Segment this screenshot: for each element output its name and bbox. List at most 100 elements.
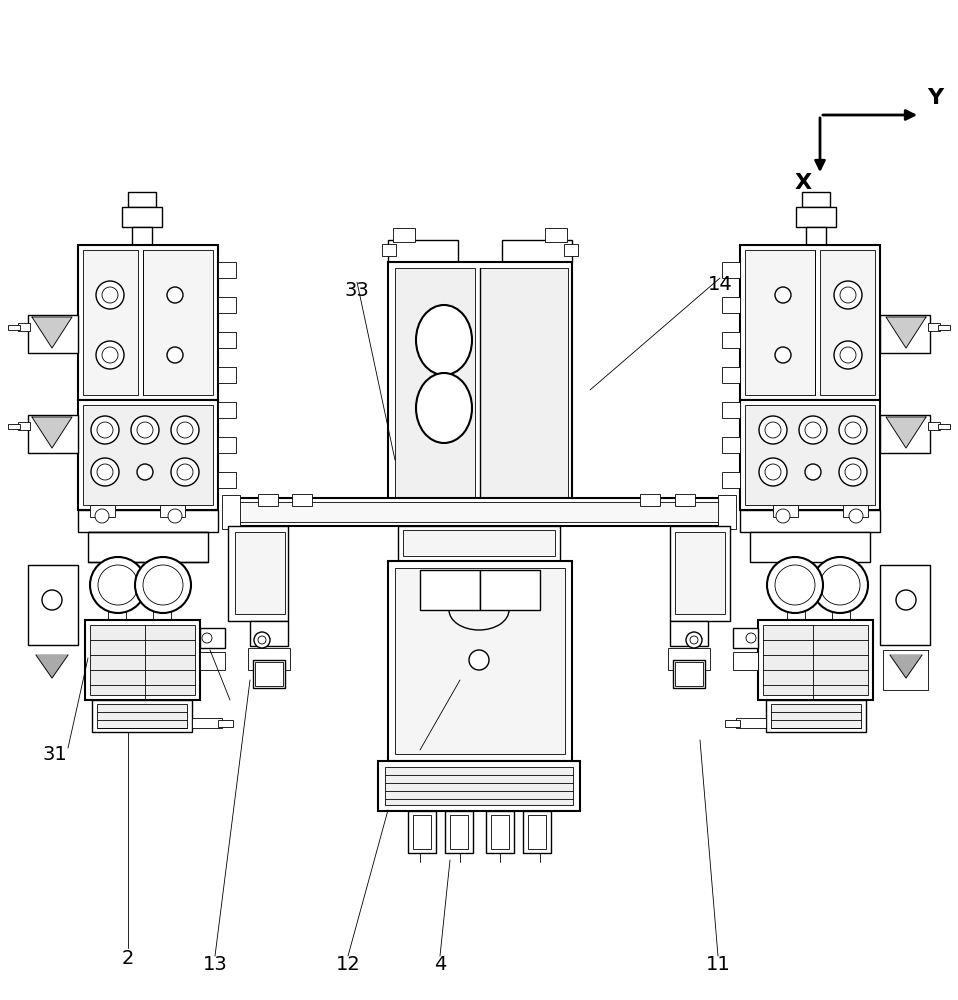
Bar [523, 811, 551, 853]
Bar [450, 815, 468, 849]
Circle shape [839, 458, 867, 486]
Bar [8, 325, 20, 330]
Bar [388, 561, 572, 761]
Polygon shape [36, 655, 68, 678]
Circle shape [167, 347, 183, 363]
Bar [928, 422, 940, 430]
Bar [232, 502, 726, 522]
Bar [675, 532, 725, 614]
Bar [192, 718, 222, 728]
Circle shape [775, 347, 791, 363]
Bar [218, 472, 236, 488]
Bar [28, 415, 78, 453]
Bar [28, 565, 78, 645]
Circle shape [805, 422, 821, 438]
Bar [832, 610, 850, 620]
Bar [880, 565, 930, 645]
Circle shape [469, 650, 489, 670]
Circle shape [840, 347, 856, 363]
Bar [228, 526, 288, 621]
Bar [491, 815, 509, 849]
Bar [228, 498, 728, 526]
Circle shape [97, 464, 113, 480]
Bar [796, 207, 836, 227]
Bar [802, 192, 830, 207]
Ellipse shape [416, 373, 472, 443]
Bar [740, 245, 880, 400]
Bar [90, 505, 115, 517]
Bar [88, 532, 208, 562]
Bar [480, 570, 540, 610]
Text: 14: 14 [708, 275, 732, 294]
Bar [143, 250, 213, 395]
Bar [880, 315, 930, 353]
Bar [395, 268, 475, 498]
Circle shape [98, 565, 138, 605]
Bar [28, 315, 78, 353]
Circle shape [839, 416, 867, 444]
Bar [668, 648, 710, 670]
Bar [218, 437, 236, 453]
Circle shape [137, 464, 153, 480]
Text: 13: 13 [203, 956, 227, 974]
Bar [502, 240, 572, 262]
Bar [670, 526, 730, 621]
Ellipse shape [416, 305, 472, 375]
Bar [218, 367, 236, 383]
Bar [92, 700, 192, 732]
Bar [806, 227, 826, 245]
Bar [928, 323, 940, 331]
Bar [880, 415, 930, 453]
Bar [235, 532, 285, 614]
Bar [78, 510, 218, 532]
Circle shape [135, 557, 191, 613]
Bar [480, 268, 568, 498]
Polygon shape [32, 317, 72, 348]
Bar [90, 625, 195, 695]
Bar [771, 704, 861, 728]
Bar [83, 405, 213, 505]
Circle shape [102, 287, 118, 303]
Circle shape [767, 557, 823, 613]
Bar [745, 250, 815, 395]
Circle shape [91, 416, 119, 444]
Bar [564, 244, 578, 256]
Bar [388, 240, 458, 262]
Bar [843, 505, 868, 517]
Bar [736, 718, 766, 728]
Bar [382, 244, 396, 256]
Bar [545, 228, 567, 242]
Bar [718, 495, 736, 529]
Circle shape [686, 632, 702, 648]
Bar [122, 207, 162, 227]
Bar [528, 815, 546, 849]
Text: 4: 4 [434, 956, 446, 974]
Circle shape [97, 422, 113, 438]
Bar [218, 262, 236, 278]
Bar [78, 245, 218, 400]
Bar [722, 262, 740, 278]
Bar [97, 704, 187, 728]
Bar [248, 648, 290, 670]
Bar [758, 620, 873, 700]
Bar [750, 532, 870, 562]
Bar [675, 662, 703, 686]
Circle shape [820, 565, 860, 605]
Bar [18, 323, 30, 331]
Bar [725, 720, 740, 727]
Bar [85, 620, 200, 700]
Bar [722, 332, 740, 348]
Bar [398, 526, 560, 561]
Bar [385, 767, 573, 805]
Bar [673, 660, 705, 688]
Bar [153, 610, 171, 620]
Bar [292, 494, 312, 506]
Text: X: X [794, 173, 811, 193]
Circle shape [845, 464, 861, 480]
Circle shape [171, 458, 199, 486]
Circle shape [177, 422, 193, 438]
Bar [258, 494, 278, 506]
Bar [670, 621, 708, 646]
Bar [733, 628, 758, 648]
Circle shape [167, 287, 183, 303]
